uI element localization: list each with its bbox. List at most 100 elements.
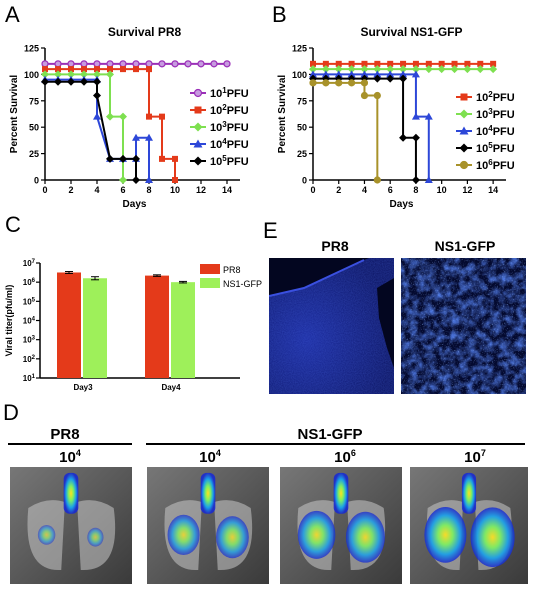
y-tick-label: 125	[24, 44, 39, 54]
y-tick-label: 0	[34, 176, 39, 186]
data-point	[67, 70, 75, 79]
legend-label: NS1-GFP	[223, 279, 262, 289]
y-tick-label: 50	[297, 123, 307, 133]
x-axis-label: Days	[123, 199, 147, 210]
data-point	[399, 133, 408, 142]
panel-letter-c: C	[5, 212, 21, 237]
data-point	[424, 176, 433, 183]
data-point	[41, 70, 49, 79]
dose-label-2: 104	[199, 448, 221, 466]
data-point	[120, 66, 126, 73]
data-point	[67, 77, 75, 86]
y-axis-label: Percent Survival	[9, 75, 20, 154]
survival-chart-ns1-gfp: Survival NS1-GFP 0 25 50 75 100 125 0 2 4 6 8 10 12 14…	[277, 25, 515, 210]
legend-swatch	[200, 264, 220, 274]
data-point	[373, 176, 381, 184]
data-point	[437, 65, 446, 74]
x-tick-label: 10	[437, 185, 447, 195]
series-line	[45, 80, 137, 180]
data-point	[450, 65, 459, 74]
legend-label: 106PFU	[476, 158, 515, 172]
y-tick-label: 0	[302, 176, 307, 186]
data-point	[80, 77, 88, 86]
micrograph-ns1-gfp	[401, 258, 526, 394]
y-tick-label: 106	[23, 278, 36, 287]
data-point	[347, 70, 356, 78]
panel-letter-d: D	[3, 400, 19, 425]
y-tick-label: 50	[29, 123, 39, 133]
data-point	[399, 65, 408, 74]
data-point	[210, 60, 218, 68]
data-point	[411, 65, 420, 74]
lung-image	[10, 467, 132, 584]
data-point	[42, 66, 48, 73]
legend-label: 102PFU	[476, 90, 515, 104]
data-point	[132, 60, 140, 68]
y-tick-label: 25	[29, 149, 39, 159]
data-point	[145, 176, 153, 183]
data-point	[172, 155, 178, 162]
y-tick-label: 102	[23, 355, 36, 364]
legend-marker	[459, 143, 469, 153]
legend-label: 101PFU	[210, 86, 249, 100]
chart-title: Survival NS1-GFP	[360, 25, 462, 39]
data-point	[361, 60, 368, 67]
data-point	[119, 154, 127, 163]
x-tick-label: 12	[462, 185, 472, 195]
y-tick-label: 75	[297, 96, 307, 106]
data-point	[477, 60, 484, 67]
data-point	[411, 176, 420, 184]
data-point	[348, 60, 355, 67]
chart-title: Survival PR8	[108, 25, 182, 39]
data-point	[80, 60, 88, 68]
group-label-ns1-gfp: NS1-GFP	[297, 426, 363, 443]
viral-titer-chart: 101 102 103 104 105 106 107 Viral titer(pfu/ml)…	[4, 259, 262, 392]
lung-image	[147, 467, 269, 584]
data-point	[373, 65, 382, 74]
legend-marker	[459, 160, 469, 170]
bar	[145, 275, 169, 378]
data-point	[322, 60, 329, 67]
panel-letter-a: A	[5, 2, 20, 27]
lung-svg	[147, 467, 269, 584]
group-line-ns1-gfp	[146, 443, 525, 445]
data-point	[386, 65, 395, 74]
x-tick-label: 6	[388, 185, 393, 195]
data-point	[309, 79, 317, 87]
data-point	[93, 70, 101, 79]
lung-svg	[10, 467, 132, 584]
data-point	[106, 112, 114, 121]
data-point	[334, 65, 343, 74]
panel-letter-b: B	[272, 2, 287, 27]
y-axis-label: Viral titer(pfu/ml)	[4, 285, 14, 357]
data-point	[93, 77, 101, 86]
data-point	[476, 65, 485, 74]
y-tick-label: 100	[292, 70, 307, 80]
data-point	[438, 60, 445, 67]
data-point	[55, 66, 61, 73]
data-point	[54, 77, 62, 86]
series-line	[313, 81, 379, 180]
data-point	[386, 74, 395, 83]
dose-label-1: 104	[59, 448, 81, 466]
data-point	[335, 60, 342, 67]
x-tick-label: 4	[94, 185, 99, 195]
data-point	[81, 66, 87, 73]
legend-label: 104PFU	[476, 124, 515, 138]
legend-marker	[194, 106, 202, 114]
data-point	[132, 176, 140, 184]
data-point	[489, 65, 498, 74]
bar	[171, 282, 195, 378]
micrograph-pr8	[269, 258, 394, 394]
data-point	[490, 60, 497, 67]
legend-label: 103PFU	[210, 120, 249, 134]
data-point	[322, 79, 330, 87]
panel-letter-e: E	[263, 218, 278, 243]
data-point	[411, 70, 420, 78]
x-tick-label: 0	[42, 185, 47, 195]
y-tick-label: 25	[297, 149, 307, 159]
x-tick-label: 12	[196, 185, 206, 195]
x-tick-label: 0	[310, 185, 315, 195]
y-tick-label: 125	[292, 44, 307, 54]
lung-svg	[280, 467, 402, 584]
